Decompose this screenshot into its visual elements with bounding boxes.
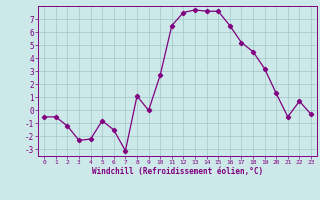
X-axis label: Windchill (Refroidissement éolien,°C): Windchill (Refroidissement éolien,°C) bbox=[92, 167, 263, 176]
